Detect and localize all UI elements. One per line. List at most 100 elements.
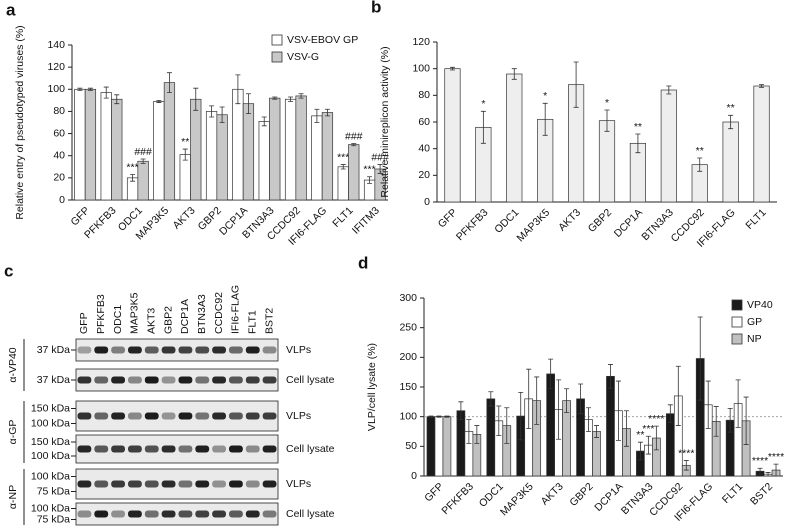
band — [144, 346, 159, 354]
x-tick-label: FLT1 — [743, 206, 768, 231]
lane-label: AKT3 — [146, 308, 158, 334]
error-bar — [594, 425, 600, 438]
antibody-label: α-VP40 — [7, 347, 19, 382]
sample-label: VLPs — [286, 478, 311, 490]
bar — [153, 101, 165, 201]
bar — [84, 88, 97, 201]
significance: ** — [727, 102, 735, 114]
band — [94, 510, 109, 518]
significance: *** — [642, 423, 654, 435]
error-bar — [114, 94, 120, 105]
y-tick-label: 60 — [418, 116, 430, 128]
marker-label: 75 kDa — [37, 485, 70, 497]
error-bar — [534, 376, 540, 425]
y-axis-label: Relative entry of pseudotyped viruses (%… — [14, 25, 26, 219]
bar — [242, 103, 255, 201]
bar — [456, 410, 466, 477]
x-tick-label: FLT1 — [720, 480, 745, 505]
bar — [442, 416, 452, 477]
band — [245, 445, 260, 453]
band — [94, 480, 109, 488]
error-bar — [166, 72, 172, 94]
error-bar — [604, 109, 610, 132]
y-tick-label: 300 — [399, 292, 417, 304]
error-bar — [564, 388, 570, 413]
error-bar — [697, 157, 703, 172]
error-bar — [653, 425, 659, 451]
blot-strip — [75, 468, 279, 500]
blot-strip — [75, 400, 279, 432]
band — [212, 376, 226, 384]
bar — [606, 375, 615, 477]
panel-label: b — [371, 0, 381, 16]
significance: ### — [371, 151, 389, 163]
bar — [337, 166, 349, 201]
error-bar — [667, 404, 673, 423]
y-tick-label: 40 — [418, 142, 430, 154]
error-bar — [518, 391, 524, 441]
band — [229, 445, 243, 453]
bar — [444, 68, 461, 203]
error-bar — [458, 401, 464, 421]
error-bar — [666, 85, 672, 95]
error-bar — [182, 148, 188, 161]
y-tick-label: 250 — [399, 321, 417, 333]
sample-label: Cell lysate — [286, 508, 335, 520]
marker-label: 75 kDa — [37, 513, 70, 525]
band — [111, 480, 125, 488]
error-bar — [637, 441, 643, 461]
y-axis-label: VLP/cell lysate (%) — [366, 343, 378, 431]
error-bar — [713, 406, 719, 437]
x-tick-label: AKT3 — [539, 480, 566, 507]
band — [128, 376, 142, 384]
band — [229, 376, 243, 384]
error-bar — [261, 116, 267, 127]
legend-label: VP40 — [747, 299, 773, 311]
error-bar — [743, 396, 749, 445]
x-tick-label: PFKFB3 — [439, 480, 476, 517]
x-tick-label: IFITM3 — [350, 204, 382, 236]
band — [161, 445, 176, 453]
error-bar — [272, 96, 278, 100]
significance: ** — [634, 121, 642, 133]
marker-label: 100 kDa — [31, 502, 70, 514]
band — [144, 480, 159, 488]
significance: *** — [337, 151, 349, 163]
significance: **** — [678, 447, 694, 459]
error-bar — [586, 407, 592, 432]
band — [161, 376, 176, 384]
band — [94, 346, 109, 354]
band — [128, 510, 142, 518]
y-tick-label: 100 — [47, 83, 65, 95]
bar — [74, 88, 86, 201]
band — [178, 346, 193, 354]
bar — [295, 95, 307, 201]
error-bar — [556, 379, 562, 440]
error-bar — [757, 467, 763, 475]
error-bar — [615, 380, 621, 441]
y-tick-label: 80 — [53, 105, 65, 117]
lane-label: CCDC92 — [213, 292, 225, 334]
error-bar — [193, 87, 199, 111]
y-axis-label: Relative minireplicon activity (%) — [379, 46, 391, 197]
band — [128, 445, 142, 453]
error-bar — [578, 383, 584, 415]
bar — [232, 88, 244, 201]
lane-label: ODC1 — [112, 305, 124, 334]
y-tick-label: 100 — [399, 410, 417, 422]
x-tick-label: AKT3 — [171, 204, 198, 231]
error-bar — [219, 106, 225, 123]
band — [212, 480, 226, 488]
bar — [592, 431, 601, 477]
error-bar — [245, 93, 251, 115]
error-bar — [727, 407, 733, 433]
x-tick-label: BST2 — [748, 480, 775, 507]
x-tick-label: GBP2 — [567, 480, 595, 508]
error-bar — [488, 391, 494, 407]
sample-label: Cell lysate — [286, 443, 335, 455]
error-bar — [573, 61, 579, 108]
sample-label: VLPs — [286, 410, 311, 422]
marker-label: 150 kDa — [31, 402, 70, 414]
lane-label: BTN3A3 — [196, 294, 208, 334]
